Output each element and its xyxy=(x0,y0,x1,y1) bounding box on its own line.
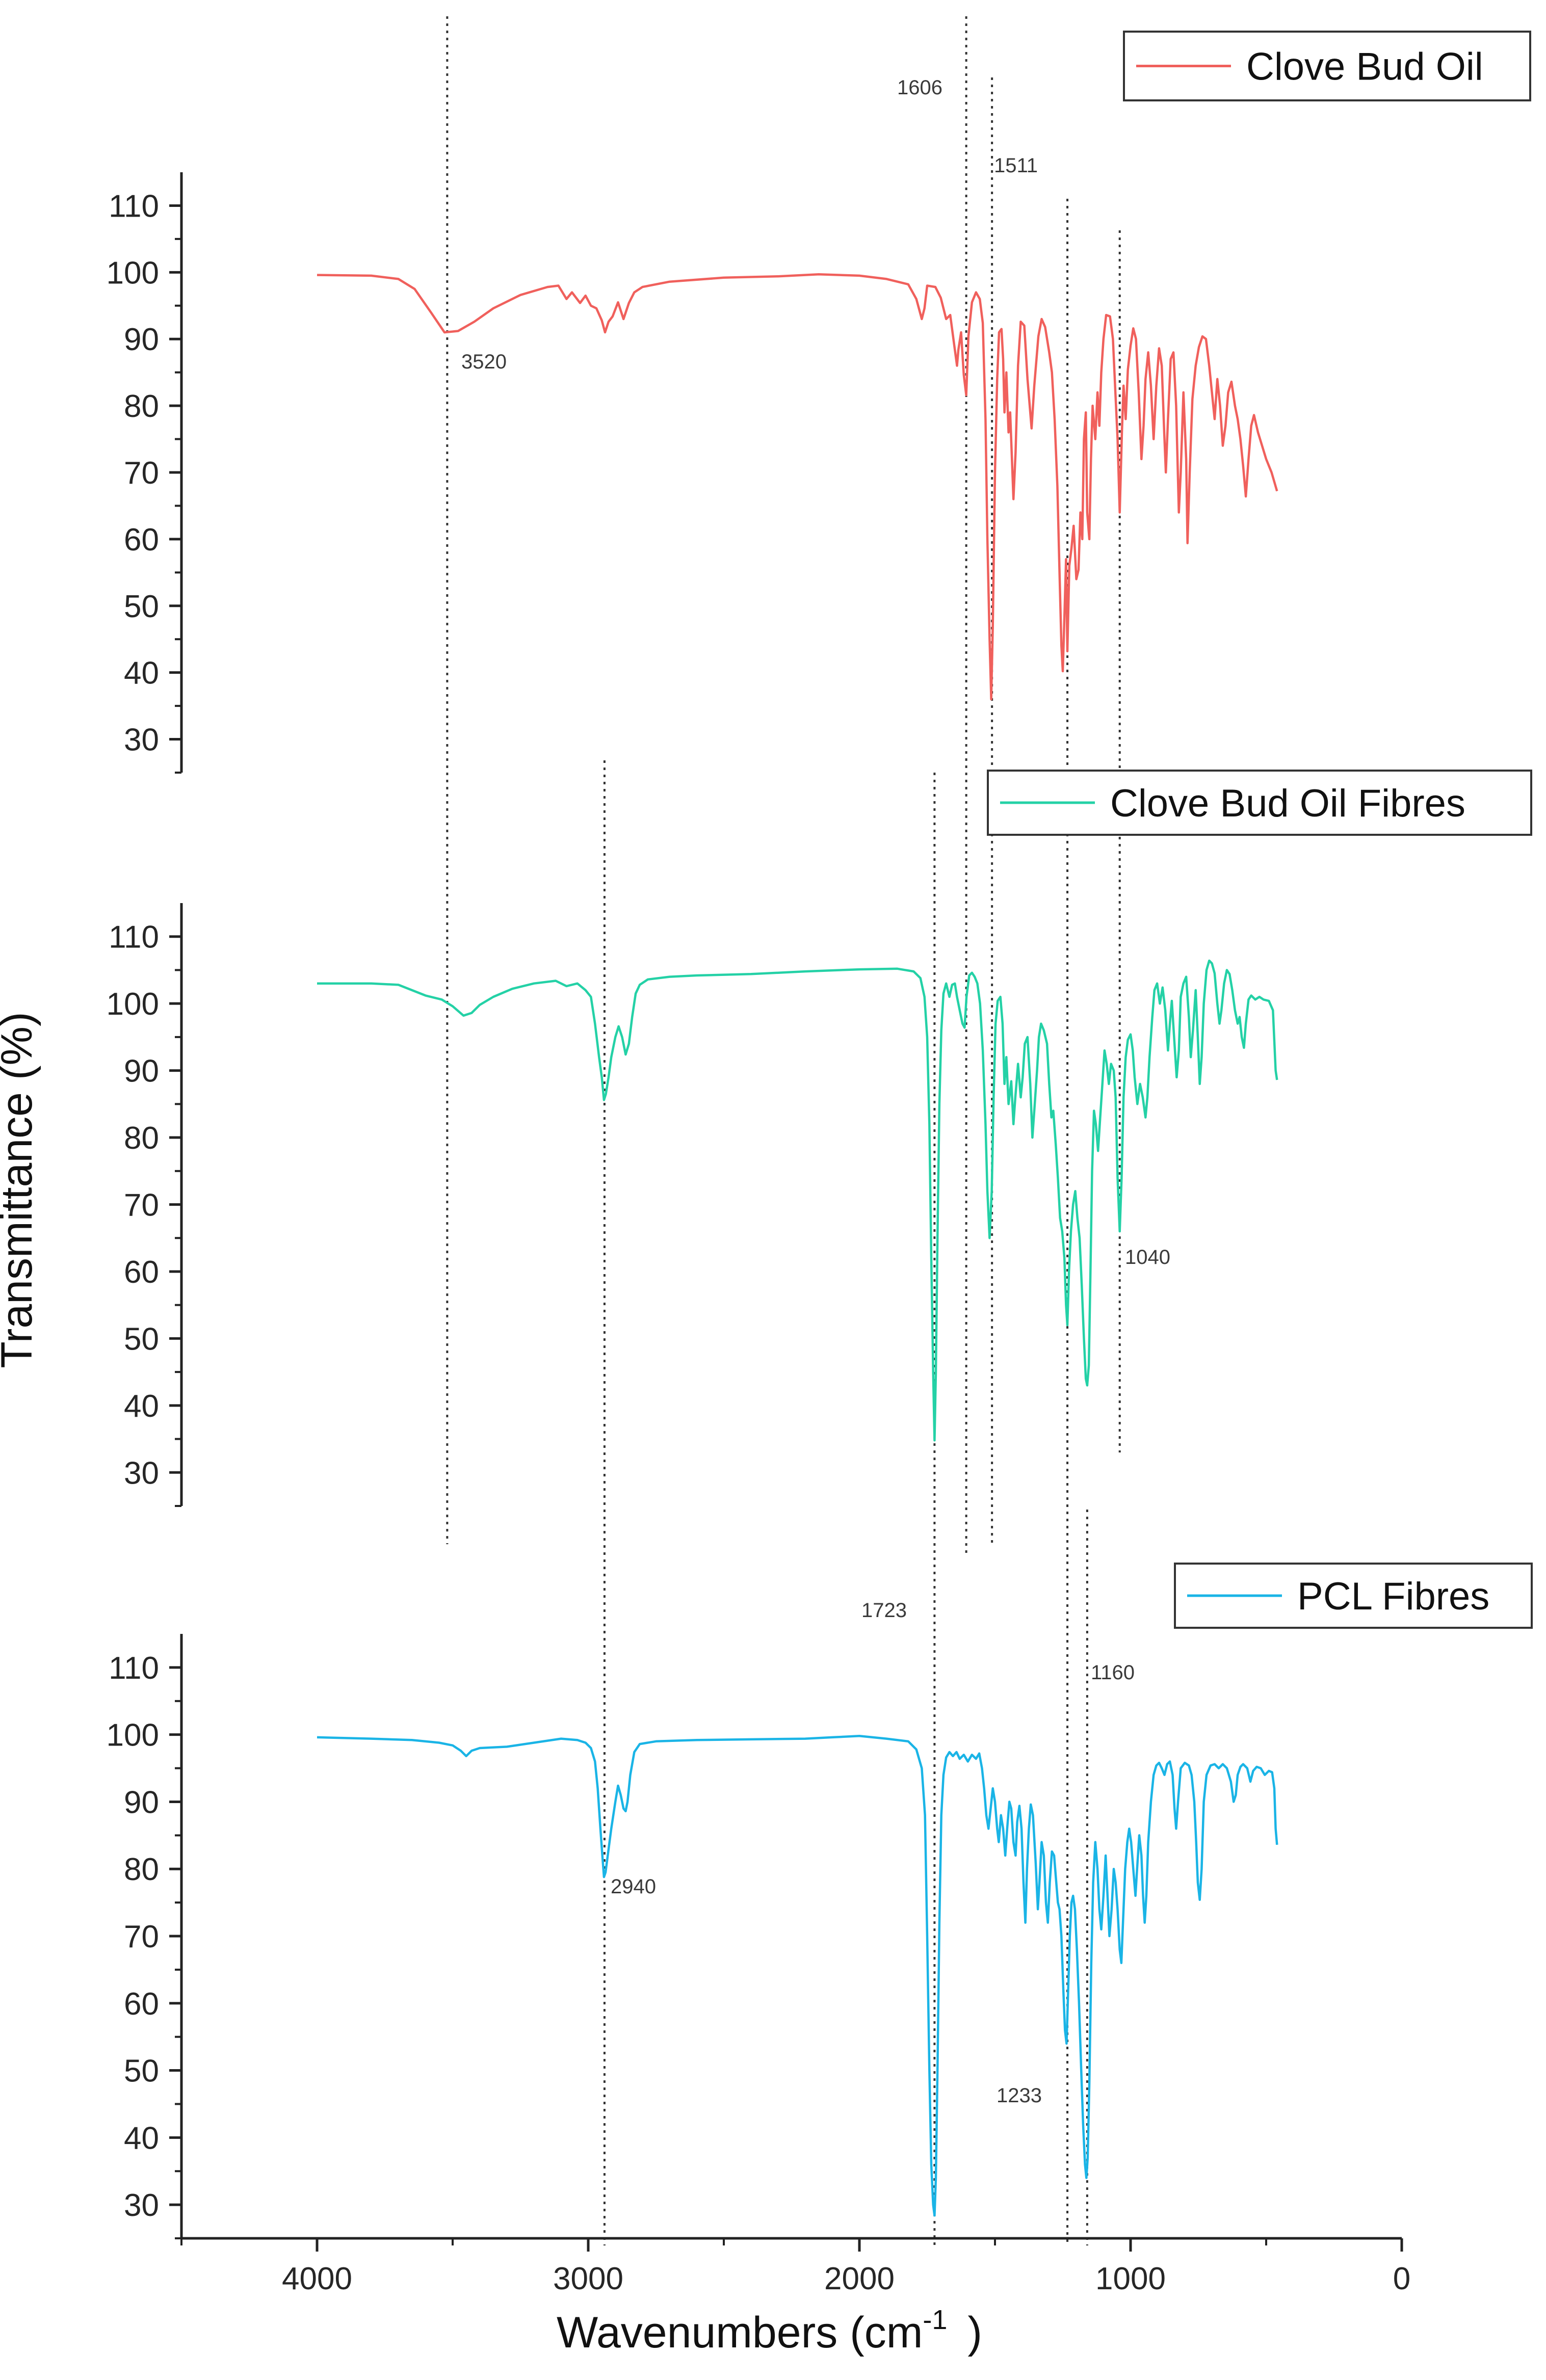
series-layer xyxy=(317,273,1278,2217)
y-tick-label: 60 xyxy=(124,1987,159,2022)
x-tick-label: 2000 xyxy=(824,2261,895,2296)
y-tick-label: 70 xyxy=(124,456,159,491)
x-axis: 4000 3000 2000 1000 0 xyxy=(180,2237,1410,2296)
y-tick-label: 50 xyxy=(124,1321,159,1357)
axis-layer: 30 40 50 60 70 80 90 100 110 30 40 50 60 70 80 90 100 110… xyxy=(107,172,1410,2296)
peak-marker-layer xyxy=(446,16,1121,2245)
legend-label: Clove Bud Oil Fibres xyxy=(1110,782,1465,825)
x-tick-label: 3000 xyxy=(553,2261,623,2296)
y-tick-label: 90 xyxy=(124,1054,159,1089)
legend-label: PCL Fibres xyxy=(1297,1575,1489,1618)
legend-2: Clove Bud Oil Fibres xyxy=(987,770,1532,836)
y-tick-label: 40 xyxy=(124,2121,159,2156)
peak-label: 1160 xyxy=(1091,1661,1135,1684)
y-axis-panel-1: 30 40 50 60 70 80 90 100 110 xyxy=(107,172,183,774)
y-tick-label: 80 xyxy=(124,389,159,424)
y-tick-label: 30 xyxy=(124,2188,159,2223)
y-tick-label: 80 xyxy=(124,1121,159,1156)
y-axis-panel-2: 30 40 50 60 70 80 90 100 110 xyxy=(107,903,183,1507)
peak-label: 1723 xyxy=(861,1599,907,1622)
y-tick-label: 70 xyxy=(124,1919,159,1954)
y-tick-label: 60 xyxy=(124,522,159,558)
legend-label: Clove Bud Oil xyxy=(1246,45,1483,89)
series-line-3 xyxy=(317,1735,1278,2217)
series-line-1 xyxy=(317,273,1278,701)
y-tick-label: 50 xyxy=(124,589,159,624)
x-axis-title-main: Wavenumbers (cm xyxy=(557,2308,923,2357)
y-tick-label: 90 xyxy=(124,322,159,357)
y-tick-label: 100 xyxy=(107,987,159,1022)
y-axis-title: Transmittance (%) xyxy=(0,1012,41,1368)
x-tick-label: 1000 xyxy=(1095,2261,1166,2296)
y-tick-label: 110 xyxy=(109,1651,159,1686)
series-line-2 xyxy=(317,959,1278,1442)
peak-label: 1233 xyxy=(997,2084,1042,2107)
x-axis-title-superscript: -1 xyxy=(923,2305,947,2335)
y-tick-label: 60 xyxy=(124,1255,159,1290)
y-tick-label: 110 xyxy=(109,920,159,955)
y-tick-label: 70 xyxy=(124,1188,159,1223)
y-tick-label: 80 xyxy=(124,1852,159,1887)
peak-label: 1040 xyxy=(1125,1246,1170,1268)
peak-label: 2940 xyxy=(611,1875,656,1898)
y-tick-label: 40 xyxy=(124,656,159,691)
y-tick-label: 50 xyxy=(124,2054,159,2089)
peak-label: 3520 xyxy=(461,351,507,373)
y-axis-panel-3: 30 40 50 60 70 80 90 100 110 xyxy=(107,1634,183,2239)
x-tick-label: 0 xyxy=(1393,2261,1410,2296)
x-axis-title-close: ) xyxy=(967,2308,982,2357)
y-tick-label: 110 xyxy=(109,189,159,224)
legend-1: Clove Bud Oil xyxy=(1123,31,1531,101)
x-tick-label: 4000 xyxy=(282,2261,352,2296)
y-tick-label: 30 xyxy=(124,1456,159,1491)
y-tick-label: 40 xyxy=(124,1389,159,1424)
y-tick-label: 90 xyxy=(124,1785,159,1820)
y-tick-label: 100 xyxy=(107,1718,159,1753)
legend-3: PCL Fibres xyxy=(1174,1563,1533,1629)
peak-label: 1606 xyxy=(897,76,942,99)
peak-label: 1511 xyxy=(994,154,1038,177)
y-tick-label: 30 xyxy=(124,723,159,758)
legend-layer: Clove Bud Oil Clove Bud Oil Fibres PCL Fib… xyxy=(987,31,1533,1629)
annotation-layer: 3520 1606 1511 1040 2940 1723 1160 1233 xyxy=(461,76,1170,2107)
x-axis-title: Wavenumbers (cm-1) xyxy=(557,2305,982,2357)
y-tick-label: 100 xyxy=(107,255,159,290)
